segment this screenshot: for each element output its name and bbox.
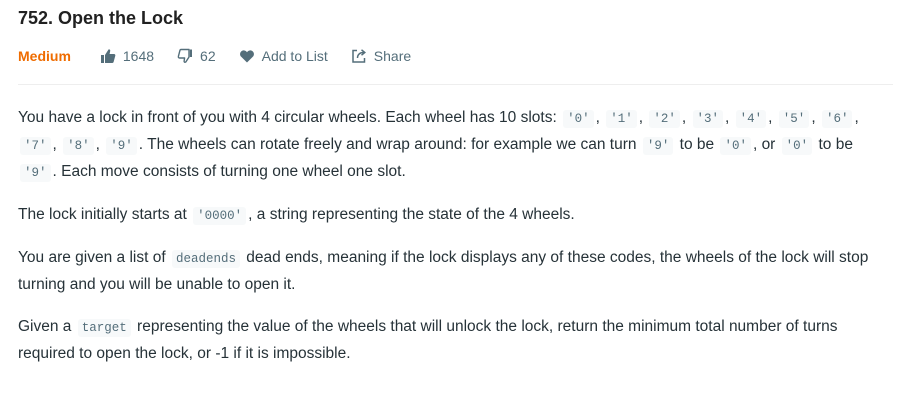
dislike-button[interactable]: 62: [176, 47, 216, 65]
problem-description: You have a lock in front of you with 4 c…: [18, 105, 893, 367]
share-icon: [350, 47, 368, 65]
dislike-count: 62: [200, 48, 216, 64]
text-span: ,: [854, 109, 859, 126]
text-span: to be: [675, 136, 719, 153]
inline-code: '4': [735, 110, 767, 128]
heart-icon: [238, 47, 256, 65]
description-paragraph-1: You have a lock in front of you with 4 c…: [18, 105, 893, 186]
text-span: ,: [638, 109, 648, 126]
problem-title: 752. Open the Lock: [18, 8, 184, 28]
header-divider: [18, 84, 893, 85]
inline-code: '3': [692, 110, 724, 128]
difficulty-badge: Medium: [18, 48, 71, 64]
inline-code: '7': [20, 137, 51, 155]
text-span: ,: [52, 136, 62, 153]
thumbs-down-icon: [176, 47, 194, 65]
inline-code: '0000': [193, 207, 247, 225]
inline-code: '9': [20, 164, 51, 182]
inline-code: '0': [563, 110, 594, 128]
problem-meta-bar: Medium 1648 62: [18, 44, 893, 68]
problem-panel: 752. Open the Lock Medium 1648 62: [18, 6, 893, 383]
text-span: to be: [814, 136, 853, 153]
inline-code: '2': [649, 110, 680, 128]
inline-code: target: [77, 319, 131, 337]
text-span: ,: [725, 109, 734, 126]
text-span: ,: [95, 136, 105, 153]
inline-code: '8': [63, 137, 94, 155]
like-count: 1648: [122, 48, 155, 64]
add-to-list-button[interactable]: Add to List: [238, 47, 328, 65]
text-span: ,: [811, 109, 820, 126]
inline-code: '0': [720, 137, 751, 155]
text-span: ,: [595, 109, 605, 126]
description-paragraph-4: Given a target representing the value of…: [18, 314, 893, 367]
inline-code: '9': [106, 137, 137, 155]
text-span: ,: [681, 109, 691, 126]
text-span: . The wheels can rotate freely and wrap …: [138, 136, 641, 153]
text-span: The lock initially starts at: [18, 206, 192, 223]
text-span: , a string representing the state of the…: [248, 206, 575, 223]
text-span: ,: [768, 109, 777, 126]
inline-code: '0': [781, 137, 813, 155]
inline-code: deadends: [171, 250, 240, 268]
text-span: . Each move consists of turning one whee…: [52, 163, 406, 180]
text-span: , or: [752, 136, 780, 153]
share-label: Share: [373, 48, 412, 64]
text-span: representing the value of the wheels tha…: [18, 318, 838, 362]
inline-code: '1': [606, 110, 637, 128]
text-span: dead ends, meaning if the lock displays …: [18, 249, 869, 293]
inline-code: '5': [778, 110, 810, 128]
description-paragraph-2: The lock initially starts at '0000', a s…: [18, 202, 893, 229]
inline-code: '9': [642, 137, 674, 155]
inline-code: '6': [821, 110, 853, 128]
description-paragraph-3: You are given a list of deadends dead en…: [18, 245, 893, 298]
share-button[interactable]: Share: [350, 47, 411, 65]
text-span: Given a: [18, 318, 76, 335]
thumbs-up-icon: [99, 47, 117, 65]
text-span: You have a lock in front of you with 4 c…: [18, 109, 562, 126]
like-button[interactable]: 1648: [99, 47, 154, 65]
add-to-list-label: Add to List: [261, 48, 328, 64]
text-span: You are given a list of: [18, 249, 170, 266]
